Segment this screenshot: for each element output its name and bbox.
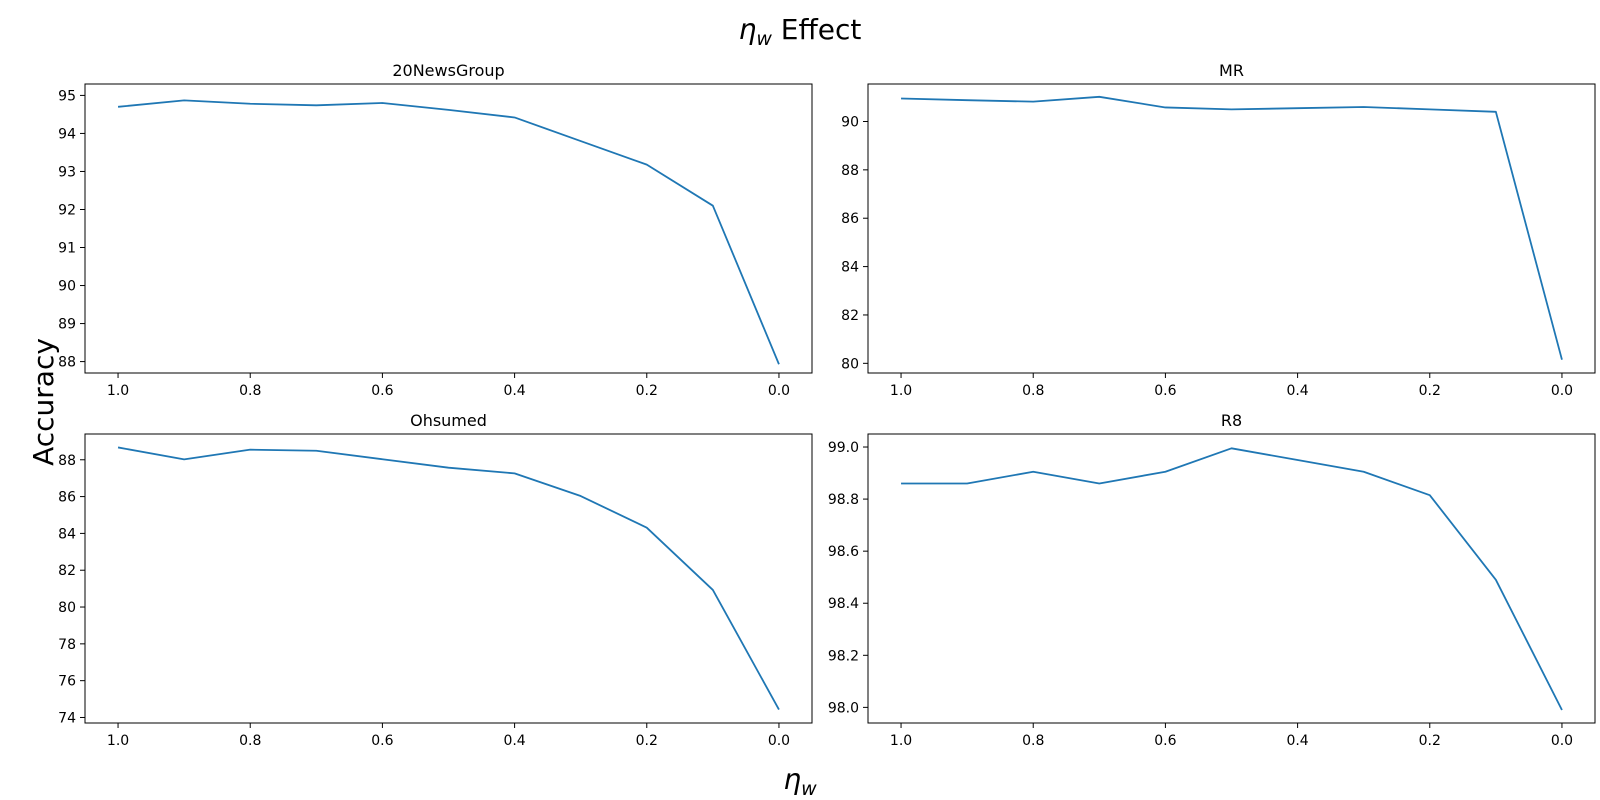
x-tick-label: 0.0 [1551, 733, 1573, 749]
x-tick-label: 0.0 [1551, 383, 1573, 399]
x-tick-label: 0.4 [503, 383, 525, 399]
y-tick-label: 84 [841, 260, 859, 276]
series-line [117, 446, 780, 710]
x-tick-label: 0.8 [1022, 383, 1044, 399]
y-tick-label: 99.0 [828, 440, 859, 456]
subplot-grid: 20NewsGroup 1.0 0.8 0.6 0.4 0.2 0.0 88 89 90 91 92 9… [58, 61, 1596, 749]
y-tick-label: 91 [58, 241, 76, 257]
x-tick-label: 0.6 [371, 733, 393, 749]
figure-title: ηw Effect [739, 13, 862, 50]
y-tick-label: 90 [58, 279, 76, 295]
x-tick-label: 0.6 [1154, 383, 1176, 399]
y-tick-label: 80 [58, 600, 76, 616]
y-tick-label: 90 [841, 114, 859, 130]
axes-frame [867, 433, 1596, 724]
x-tick-label: 0.6 [1154, 733, 1176, 749]
x-tick-label: 0.8 [239, 383, 261, 399]
y-tick-label: 98.2 [828, 648, 859, 664]
y-axis-label: Accuracy [27, 338, 60, 466]
x-tick-label: 1.0 [107, 383, 129, 399]
subplot-1: MR 1.0 0.8 0.6 0.4 0.2 0.0 80 82 84 86 88 90 [841, 61, 1596, 399]
y-tick-label: 74 [58, 710, 76, 726]
x-tick-label: 1.0 [107, 733, 129, 749]
subplot-0: 20NewsGroup 1.0 0.8 0.6 0.4 0.2 0.0 88 89 90 91 92 9… [58, 61, 813, 399]
axes-frame [867, 83, 1596, 374]
x-tick-label: 0.8 [239, 733, 261, 749]
x-tick-label: 0.4 [1286, 733, 1308, 749]
x-tick-label: 0.2 [636, 383, 658, 399]
axes-frame [84, 433, 813, 724]
series-line [901, 95, 1563, 360]
y-tick-label: 92 [58, 202, 76, 218]
y-tick-label: 86 [58, 490, 76, 506]
subplot-title: Ohsumed [410, 411, 487, 430]
y-tick-label: 98.6 [828, 544, 859, 560]
x-tick-label: 0.0 [768, 733, 790, 749]
axes-frame [84, 83, 813, 374]
x-axis-label: ηw [783, 763, 817, 800]
x-tick-label: 1.0 [890, 733, 912, 749]
x-tick-label: 0.6 [371, 383, 393, 399]
y-tick-label: 89 [58, 317, 76, 333]
y-tick-label: 94 [58, 126, 76, 142]
series-line [901, 447, 1563, 711]
x-tick-label: 0.2 [1419, 383, 1441, 399]
y-tick-label: 86 [841, 211, 859, 227]
subplot-title: R8 [1221, 411, 1242, 430]
y-tick-label: 95 [58, 88, 76, 104]
subplot-title: MR [1219, 61, 1244, 80]
y-tick-label: 82 [58, 563, 76, 579]
y-tick-label: 88 [841, 163, 859, 179]
y-tick-label: 98.0 [828, 700, 859, 716]
x-tick-label: 0.2 [1419, 733, 1441, 749]
x-tick-label: 0.2 [636, 733, 658, 749]
subplot-title: 20NewsGroup [392, 61, 504, 80]
x-tick-label: 1.0 [890, 383, 912, 399]
x-tick-label: 0.4 [1286, 383, 1308, 399]
subplot-2: Ohsumed 1.0 0.8 0.6 0.4 0.2 0.0 74 76 78 80 82 84 86 8… [58, 411, 813, 749]
y-tick-label: 98.4 [828, 596, 859, 612]
y-tick-label: 98.8 [828, 492, 859, 508]
y-tick-label: 84 [58, 526, 76, 542]
y-tick-label: 93 [58, 164, 76, 180]
y-tick-label: 76 [58, 674, 76, 690]
y-tick-label: 82 [841, 308, 859, 324]
y-tick-label: 80 [841, 356, 859, 372]
x-tick-label: 0.4 [503, 733, 525, 749]
y-tick-label: 78 [58, 637, 76, 653]
x-tick-label: 0.0 [768, 383, 790, 399]
series-line [117, 99, 780, 365]
y-tick-label: 88 [58, 453, 76, 469]
y-tick-label: 88 [58, 355, 76, 371]
x-tick-label: 0.8 [1022, 733, 1044, 749]
subplot-3: R8 1.0 0.8 0.6 0.4 0.2 0.0 98.0 98.2 98.4 98.6 98.8… [828, 411, 1596, 749]
